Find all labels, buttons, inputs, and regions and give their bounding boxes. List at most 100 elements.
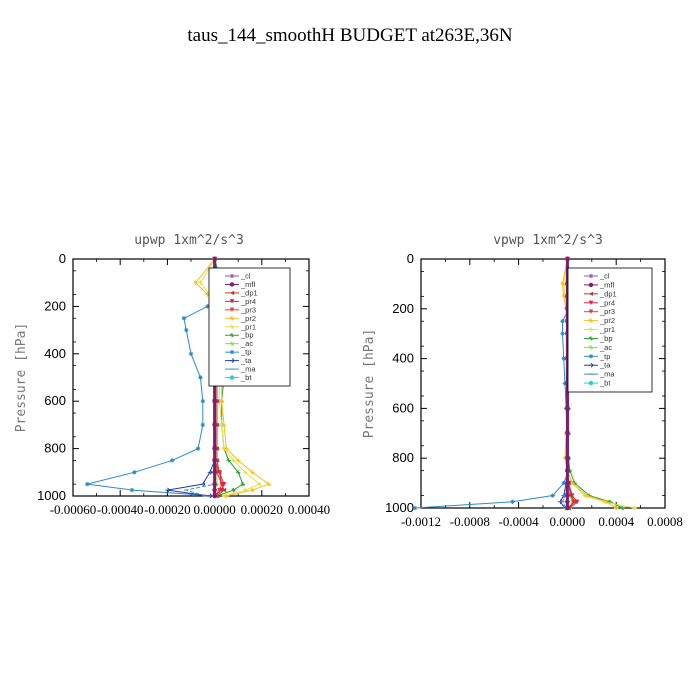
x-tick-label: 0.00000	[193, 502, 235, 517]
series-point	[181, 316, 187, 321]
series-point	[212, 458, 217, 463]
legend-marker	[229, 358, 235, 364]
series-point	[568, 493, 574, 498]
legend-entry: _ta	[240, 356, 252, 365]
panel-title: upwp 1xm^2/s^3	[134, 233, 244, 248]
series-point	[560, 281, 565, 287]
x-tick-label: 0.0004	[598, 514, 634, 529]
series-point	[560, 319, 565, 324]
series-point	[231, 458, 236, 463]
legend-entry: _pr2	[599, 316, 615, 325]
series-point	[226, 458, 231, 463]
legend-entry: _ta	[599, 361, 611, 370]
y-tick-label: 0	[59, 251, 66, 266]
legend-marker	[229, 316, 235, 321]
series-point	[221, 422, 227, 428]
series-point	[205, 304, 210, 309]
series-point	[250, 470, 255, 475]
series-point	[236, 458, 241, 463]
x-tick-label: -0.0012	[401, 514, 441, 529]
series-point	[169, 458, 175, 463]
legend-entry: _bp	[240, 331, 254, 340]
legend-entry: _mfl	[599, 280, 615, 289]
series-point	[266, 481, 272, 487]
series-point	[184, 327, 189, 333]
series-point	[560, 331, 565, 336]
series-point	[561, 480, 566, 486]
y-tick-label: 200	[392, 301, 414, 316]
series-point	[572, 499, 577, 504]
series-point	[165, 487, 170, 493]
series-point	[561, 356, 566, 361]
legend-entry: _tp	[240, 348, 251, 357]
series-point	[200, 481, 206, 487]
series-point	[207, 469, 213, 475]
series-point	[219, 399, 224, 404]
series-point	[243, 470, 248, 475]
legend-marker	[588, 380, 594, 386]
legend-marker	[588, 318, 594, 323]
legend-marker	[229, 273, 235, 279]
y-tick-label: 400	[44, 346, 66, 361]
series-point	[193, 280, 198, 285]
series-point	[257, 481, 262, 487]
upwp-panel: upwp 1xm^2/s^3 Pressure [hPa] 0 200 400 600 80…	[14, 233, 330, 517]
x-tick-label: -0.0004	[499, 514, 540, 529]
x-tick-label: -0.00020	[144, 502, 191, 517]
legend-marker	[229, 299, 235, 304]
legend-marker	[588, 362, 594, 368]
series-point	[565, 493, 570, 498]
series-point	[214, 446, 220, 451]
series-point	[219, 481, 224, 487]
series-point	[212, 399, 217, 404]
legend-entry: _ac	[240, 339, 253, 348]
panel-title: vpwp 1xm^2/s^3	[493, 233, 603, 248]
series-point	[565, 256, 570, 262]
x-tick-label: -0.00040	[97, 502, 144, 517]
legend-entry: _pr4	[599, 298, 615, 307]
legend: _cl_mfl_dp1_pr4_pr3_pr2_pr1_bp_ac_tp_ta_…	[567, 267, 653, 393]
series-point	[224, 446, 229, 451]
y-axis-label: Pressure [hPa]	[362, 329, 377, 439]
series-point	[550, 493, 555, 498]
series-point	[212, 422, 217, 428]
series-point	[510, 499, 515, 504]
series-point	[584, 493, 590, 498]
x-tick-label: 0.00040	[288, 502, 330, 517]
series-point	[236, 470, 241, 475]
legend-marker	[588, 300, 594, 305]
legend-entry: _bp	[599, 334, 613, 343]
legend-marker	[588, 273, 594, 279]
series-point	[614, 505, 619, 511]
series-point	[565, 468, 570, 473]
series-point	[212, 256, 217, 262]
legend-entry: _ma	[599, 370, 615, 379]
series-point	[565, 406, 570, 411]
series-point	[198, 280, 203, 285]
series-point	[214, 493, 220, 499]
series-point	[620, 505, 625, 511]
legend-marker	[229, 282, 235, 287]
legend-marker	[588, 282, 594, 288]
x-tick-label: -0.00060	[50, 502, 97, 517]
legend-marker	[588, 309, 594, 314]
legend-marker	[229, 375, 235, 380]
y-tick-label: 800	[44, 441, 66, 456]
legend-entry: _pr3	[240, 305, 256, 314]
legend-entry: _ma	[240, 365, 256, 374]
legend-entry: _bt	[240, 373, 252, 382]
series-point	[84, 481, 90, 487]
legend-marker	[229, 324, 235, 329]
series-point	[565, 431, 570, 436]
x-tick-label: 0.00020	[241, 502, 283, 517]
series-mfl	[565, 256, 570, 511]
figure-title: taus_144_smoothH BUDGET at263E,36N	[187, 25, 513, 46]
y-tick-label: 600	[392, 400, 414, 415]
series-point	[198, 375, 203, 380]
x-tick-label: 0.0000	[550, 514, 586, 529]
x-tick-label: 0.0008	[647, 514, 683, 529]
legend-entry: _dp1	[599, 289, 617, 298]
y-tick-label: 1000	[37, 488, 66, 503]
legend-marker	[588, 291, 594, 297]
